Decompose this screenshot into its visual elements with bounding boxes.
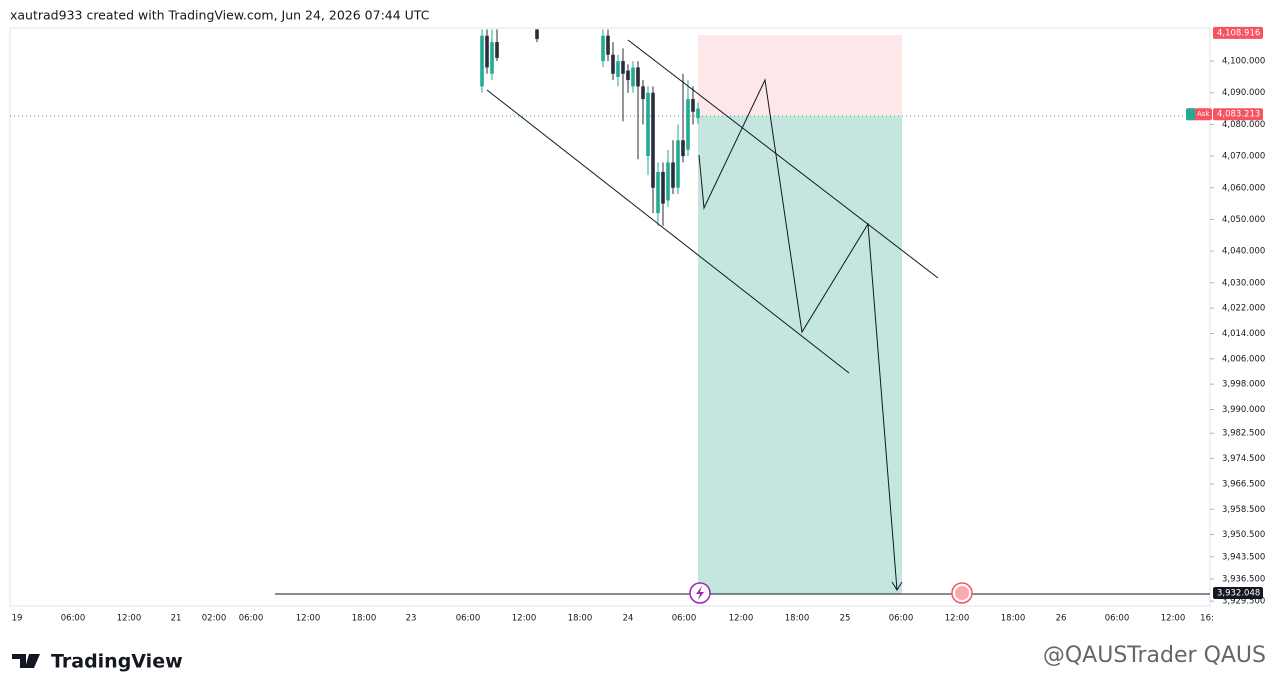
candle-body bbox=[611, 54, 615, 74]
channel-upper bbox=[627, 39, 939, 279]
y-tick-label: 4,090.000 bbox=[1222, 88, 1265, 98]
candles bbox=[480, 29, 700, 226]
candle-body bbox=[656, 171, 660, 214]
price-axis: 4,100.000 4,090.000 4,080.000 4,070.000 4,06… bbox=[1186, 26, 1265, 607]
y-tick-label: 4,014.000 bbox=[1222, 329, 1265, 339]
watermark: @QAUSTrader QAUS bbox=[1043, 643, 1266, 668]
candle-body bbox=[666, 162, 670, 201]
candle-body bbox=[686, 99, 690, 150]
candle-body bbox=[676, 140, 680, 188]
candle-body bbox=[606, 35, 610, 55]
y-tick-label: 3,950.500 bbox=[1222, 530, 1265, 540]
x-tick-label: 18:00 bbox=[352, 614, 377, 624]
x-tick-label: 12:00 bbox=[117, 614, 142, 624]
x-tick-label: 06:00 bbox=[239, 614, 264, 624]
price-tag bbox=[1213, 26, 1263, 39]
event-icon-bolt bbox=[696, 586, 704, 600]
time-axis: 19 06:00 12:00 21 02:00 06:00 12:00 18:00 23 06:0… bbox=[12, 614, 1214, 624]
x-tick-label: 18:00 bbox=[568, 614, 593, 624]
logo-text: TradingView bbox=[51, 651, 183, 673]
y-tick-label: 3,974.500 bbox=[1222, 454, 1265, 464]
y-tick-label: 4,060.000 bbox=[1222, 183, 1265, 193]
candle-body bbox=[671, 162, 675, 188]
candle-body bbox=[495, 42, 499, 58]
x-tick-label: 12:00 bbox=[1161, 614, 1186, 624]
ask-badge-g bbox=[1186, 108, 1195, 121]
y-tick-label: 3,990.000 bbox=[1222, 405, 1265, 415]
price-tag-label: 4,083.213 bbox=[1217, 110, 1260, 120]
y-tick-label: 3,966.500 bbox=[1222, 479, 1265, 489]
y-tick-label: 3,943.500 bbox=[1222, 552, 1265, 562]
x-tick-label: 06:00 bbox=[672, 614, 697, 624]
x-tick-label: 12:00 bbox=[296, 614, 321, 624]
candle-body bbox=[601, 35, 605, 62]
price-tag-label: 4,108.916 bbox=[1217, 28, 1260, 38]
candle-body bbox=[485, 35, 489, 68]
channel-lower bbox=[486, 89, 850, 374]
y-tick-label: 4,070.000 bbox=[1222, 152, 1265, 162]
candle-body bbox=[616, 61, 620, 77]
projection-arrow bbox=[891, 581, 903, 591]
candle-body bbox=[681, 140, 685, 157]
y-tick-label: 4,080.000 bbox=[1222, 120, 1265, 130]
y-tick-label: 4,040.000 bbox=[1222, 247, 1265, 257]
header-text: xautrad933 created with TradingView.com,… bbox=[10, 8, 430, 23]
candle-body bbox=[691, 99, 695, 112]
candle-body bbox=[646, 92, 650, 157]
x-tick-label: 02:00 bbox=[202, 614, 227, 624]
y-tick-label: 3,982.500 bbox=[1222, 429, 1265, 439]
x-tick-label: 26 bbox=[1056, 614, 1067, 624]
candle-body bbox=[621, 61, 625, 74]
x-tick-label: 19 bbox=[12, 614, 23, 624]
logo-mark bbox=[12, 654, 40, 668]
x-tick-label: 12:00 bbox=[945, 614, 970, 624]
candle-body bbox=[490, 42, 494, 74]
candle-body bbox=[651, 92, 655, 188]
candle-body bbox=[480, 35, 484, 87]
y-tick-label: 4,030.000 bbox=[1222, 278, 1265, 288]
price-tag-label: 3,932.048 bbox=[1217, 589, 1260, 599]
y-tick-label: 4,100.000 bbox=[1222, 57, 1265, 67]
y-tick-label: 3,998.000 bbox=[1222, 380, 1265, 390]
candle-body bbox=[535, 29, 539, 39]
candle-body bbox=[636, 67, 640, 87]
candle-body bbox=[626, 70, 630, 81]
y-tick-label: 3,958.500 bbox=[1222, 505, 1265, 515]
x-tick-label: 06:00 bbox=[1105, 614, 1130, 624]
x-tick-label: 24 bbox=[623, 614, 634, 624]
target-zone bbox=[698, 116, 902, 594]
x-tick-label: 18:00 bbox=[1001, 614, 1026, 624]
y-tick-label: 4,006.000 bbox=[1222, 354, 1265, 364]
y-tick-label: 3,936.500 bbox=[1222, 574, 1265, 584]
x-tick-label: 25 bbox=[840, 614, 851, 624]
x-tick-label: 06:00 bbox=[61, 614, 86, 624]
candle-body bbox=[631, 67, 635, 87]
candle-body bbox=[661, 171, 665, 204]
x-tick-label: 16: bbox=[1200, 614, 1214, 624]
x-tick-label: 21 bbox=[171, 614, 182, 624]
price-tag bbox=[1213, 587, 1263, 600]
y-tick-label: 3,929.500 bbox=[1222, 597, 1265, 607]
price-tag bbox=[1213, 108, 1263, 121]
ask-badge-text: Ask bbox=[1197, 110, 1210, 118]
x-tick-label: 23 bbox=[406, 614, 417, 624]
drawings bbox=[486, 39, 939, 591]
x-tick-label: 06:00 bbox=[889, 614, 914, 624]
flag-icon-inner bbox=[955, 586, 969, 600]
x-tick-label: 18:00 bbox=[785, 614, 810, 624]
candle-body bbox=[641, 86, 645, 100]
x-tick-label: 12:00 bbox=[729, 614, 754, 624]
y-tick-label: 4,050.000 bbox=[1222, 215, 1265, 225]
projection-path bbox=[698, 78, 898, 591]
stop-zone bbox=[698, 35, 902, 116]
candle-body bbox=[696, 108, 700, 119]
x-tick-label: 12:00 bbox=[512, 614, 537, 624]
y-tick-label: 4,022.000 bbox=[1222, 304, 1265, 314]
x-tick-label: 06:00 bbox=[456, 614, 481, 624]
